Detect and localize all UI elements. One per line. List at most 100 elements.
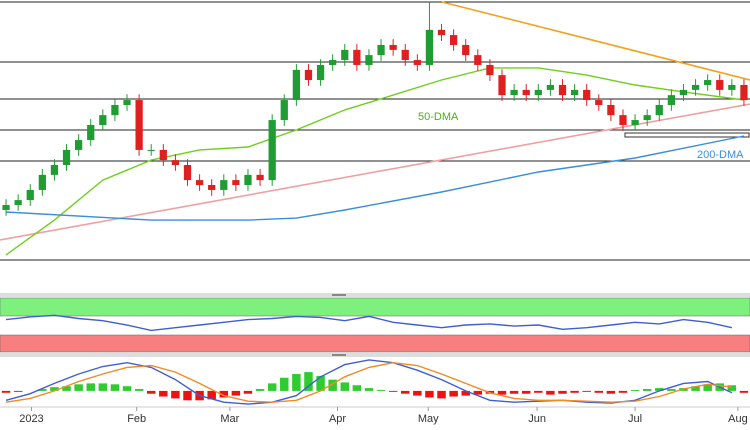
candle-body bbox=[655, 104, 663, 116]
histogram-bar bbox=[146, 390, 156, 394]
histogram-bar bbox=[86, 383, 95, 391]
indicator-line bbox=[5, 314, 733, 332]
histogram-bar bbox=[727, 385, 737, 391]
separator-handle bbox=[332, 294, 346, 296]
histogram-bar bbox=[219, 390, 229, 398]
candle-body bbox=[38, 174, 46, 190]
histogram-bar bbox=[570, 390, 579, 393]
histogram-bar bbox=[304, 372, 313, 391]
histogram-bar bbox=[183, 390, 192, 401]
histogram-bar bbox=[159, 390, 168, 397]
histogram-bar bbox=[546, 390, 555, 395]
histogram-bar bbox=[376, 389, 386, 391]
histogram-bar bbox=[231, 390, 241, 396]
candle-body bbox=[595, 100, 603, 105]
support-trendline bbox=[0, 103, 750, 241]
ma-label: 200-DMA bbox=[697, 149, 744, 161]
histogram-bar bbox=[13, 390, 23, 392]
indicator-line bbox=[5, 361, 732, 403]
oversold-zone bbox=[0, 334, 750, 353]
resistance-trendline bbox=[441, 1, 750, 81]
candle-body bbox=[704, 80, 712, 85]
histogram-bar bbox=[171, 390, 180, 399]
histogram-bar bbox=[243, 390, 253, 394]
candle-body bbox=[14, 200, 22, 206]
candle-body bbox=[546, 84, 555, 90]
candle-body bbox=[183, 165, 192, 181]
x-tick-label: Jul bbox=[628, 413, 642, 425]
candle-body bbox=[220, 180, 228, 190]
histogram-bar bbox=[98, 383, 108, 391]
panel-separator bbox=[0, 293, 750, 297]
histogram-bar bbox=[497, 390, 507, 395]
histogram-bar bbox=[461, 390, 470, 396]
candle-body bbox=[607, 104, 615, 116]
candle-body bbox=[413, 60, 421, 65]
x-tick-label: May bbox=[418, 413, 439, 425]
histogram-bar bbox=[122, 386, 132, 391]
candle-body bbox=[679, 89, 688, 96]
macd-panel bbox=[1, 359, 749, 405]
histogram-bar bbox=[618, 390, 628, 393]
x-tick-label: Feb bbox=[127, 413, 146, 425]
histogram-bar bbox=[110, 384, 120, 391]
x-axis-labels: 2023 Feb Mar Apr May Jun Jul Aug bbox=[19, 407, 748, 425]
rsi-panel bbox=[5, 314, 733, 332]
candle-body bbox=[280, 100, 288, 121]
histogram-bar bbox=[413, 390, 422, 396]
candle-body bbox=[159, 149, 167, 161]
histogram-bar bbox=[62, 386, 71, 391]
candle-body bbox=[353, 49, 361, 65]
candle-body bbox=[510, 89, 518, 96]
histogram-bar bbox=[449, 390, 458, 397]
candle-body bbox=[75, 140, 83, 150]
overbought-zone bbox=[0, 297, 750, 317]
candle-body bbox=[195, 180, 204, 186]
x-tick-label: Jun bbox=[528, 413, 546, 425]
candle-body bbox=[570, 89, 579, 96]
histogram-bar bbox=[280, 377, 289, 391]
candle-body bbox=[740, 84, 748, 101]
panel-separator bbox=[0, 353, 750, 357]
histogram-bar bbox=[352, 385, 362, 391]
candle-body bbox=[171, 160, 180, 166]
histogram-bar bbox=[534, 390, 543, 393]
candle-body bbox=[87, 124, 95, 141]
candle-body bbox=[256, 174, 264, 181]
histogram-bar bbox=[388, 390, 398, 392]
histogram-bar bbox=[74, 384, 83, 391]
candle-body bbox=[244, 174, 252, 186]
histogram-bar bbox=[207, 390, 216, 400]
support-zone bbox=[624, 132, 750, 138]
histogram-bar bbox=[364, 388, 374, 391]
candle-body bbox=[329, 60, 337, 65]
candle-body bbox=[691, 84, 700, 90]
candle-body bbox=[583, 89, 591, 101]
histogram-bar bbox=[739, 390, 749, 393]
candle-body bbox=[268, 120, 276, 181]
x-tick-label: Apr bbox=[329, 413, 346, 425]
candle-body bbox=[365, 55, 373, 65]
candle-body bbox=[716, 80, 724, 90]
histogram-bar bbox=[521, 390, 531, 394]
candle-body bbox=[292, 69, 300, 101]
candle-body bbox=[425, 29, 434, 65]
candle-body bbox=[389, 44, 397, 50]
histogram-bar bbox=[655, 388, 664, 391]
candle-body bbox=[2, 205, 10, 210]
candle-body bbox=[123, 100, 131, 105]
histogram-bar bbox=[582, 390, 591, 392]
candle-body bbox=[534, 89, 542, 96]
candle-body bbox=[377, 44, 385, 56]
candle-body bbox=[232, 180, 240, 186]
histogram-bar bbox=[473, 390, 483, 395]
candle-body bbox=[135, 100, 143, 150]
histogram-bar bbox=[267, 383, 277, 391]
candle-body bbox=[619, 115, 627, 125]
candle-body bbox=[450, 35, 458, 45]
candle-body bbox=[522, 89, 530, 96]
candle-body bbox=[304, 69, 313, 81]
candle-body bbox=[111, 104, 119, 116]
